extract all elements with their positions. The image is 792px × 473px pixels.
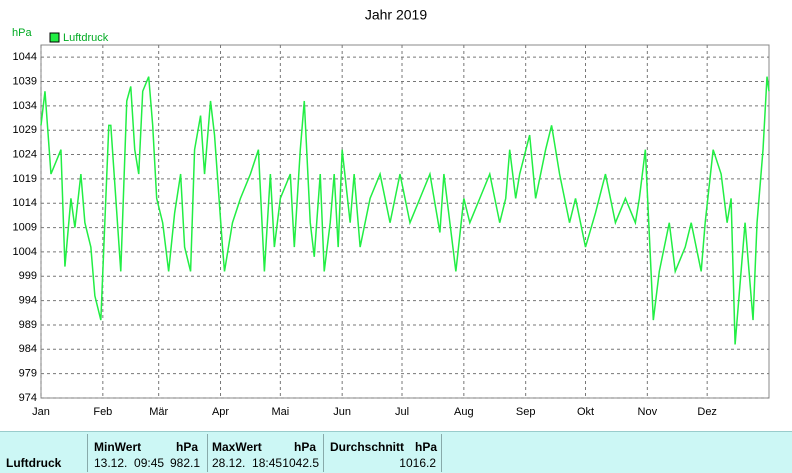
chart: Jahr 2019 hPa 974 979 984 989 994 999 1004 1009… bbox=[12, 7, 770, 418]
stats-table: Luftdruck MinWert hPa 13.12. 09:45 982.1… bbox=[0, 431, 792, 473]
header: Durchschnitt bbox=[330, 440, 405, 454]
separator bbox=[87, 434, 88, 472]
y-tick-label: 999 bbox=[19, 270, 37, 282]
x-tick-label: Nov bbox=[638, 406, 658, 418]
header: MinWert bbox=[94, 440, 142, 454]
chart-title: Jahr 2019 bbox=[365, 7, 427, 23]
value: 1042.5 bbox=[282, 456, 319, 470]
unit: hPa bbox=[294, 440, 317, 454]
value: 1016.2 bbox=[399, 456, 436, 470]
x-tick-label: Feb bbox=[93, 406, 112, 418]
y-tick-label: 1029 bbox=[13, 124, 37, 136]
y-tick-label: 1034 bbox=[13, 100, 37, 112]
x-tick-label: Jul bbox=[395, 406, 409, 418]
x-tick-label: Okt bbox=[577, 406, 594, 418]
time: 28.12. 18:45 bbox=[212, 456, 283, 470]
y-tick-label: 974 bbox=[19, 392, 37, 404]
unit: hPa bbox=[176, 440, 199, 454]
x-tick-label: Sep bbox=[516, 406, 536, 418]
y-tick-label: 994 bbox=[19, 295, 37, 307]
x-tick-label: Jan bbox=[32, 406, 50, 418]
unit: hPa bbox=[415, 440, 438, 454]
header: MaxWert bbox=[212, 440, 262, 454]
separator bbox=[323, 434, 324, 472]
x-tick-label: Aug bbox=[454, 406, 474, 418]
legend-label: Luftdruck bbox=[63, 32, 109, 44]
x-tick-label: Dez bbox=[697, 406, 717, 418]
y-axis-label: hPa bbox=[12, 27, 32, 39]
legend-swatch bbox=[49, 32, 60, 43]
x-tick-label: Mär bbox=[149, 406, 168, 418]
y-tick-label: 1019 bbox=[13, 173, 37, 185]
y-tick-label: 1004 bbox=[13, 246, 37, 258]
y-tick-label: 1044 bbox=[13, 51, 37, 63]
y-tick-label: 984 bbox=[19, 343, 37, 355]
separator bbox=[207, 434, 208, 472]
y-tick-label: 989 bbox=[19, 319, 37, 331]
y-tick-label: 1014 bbox=[13, 197, 37, 209]
value: 982.1 bbox=[169, 456, 200, 470]
x-tick-label: Apr bbox=[212, 406, 229, 418]
row-label: Luftdruck bbox=[6, 456, 62, 470]
y-tick-label: 1039 bbox=[13, 75, 37, 87]
x-tick-label: Mai bbox=[271, 406, 289, 418]
data-line bbox=[40, 76, 770, 345]
time: 13.12. 09:45 bbox=[94, 456, 165, 470]
y-tick-label: 979 bbox=[19, 368, 37, 380]
separator bbox=[441, 434, 442, 472]
y-tick-label: 1009 bbox=[13, 221, 37, 233]
y-tick-label: 1024 bbox=[13, 148, 37, 160]
x-tick-label: Jun bbox=[333, 406, 351, 418]
